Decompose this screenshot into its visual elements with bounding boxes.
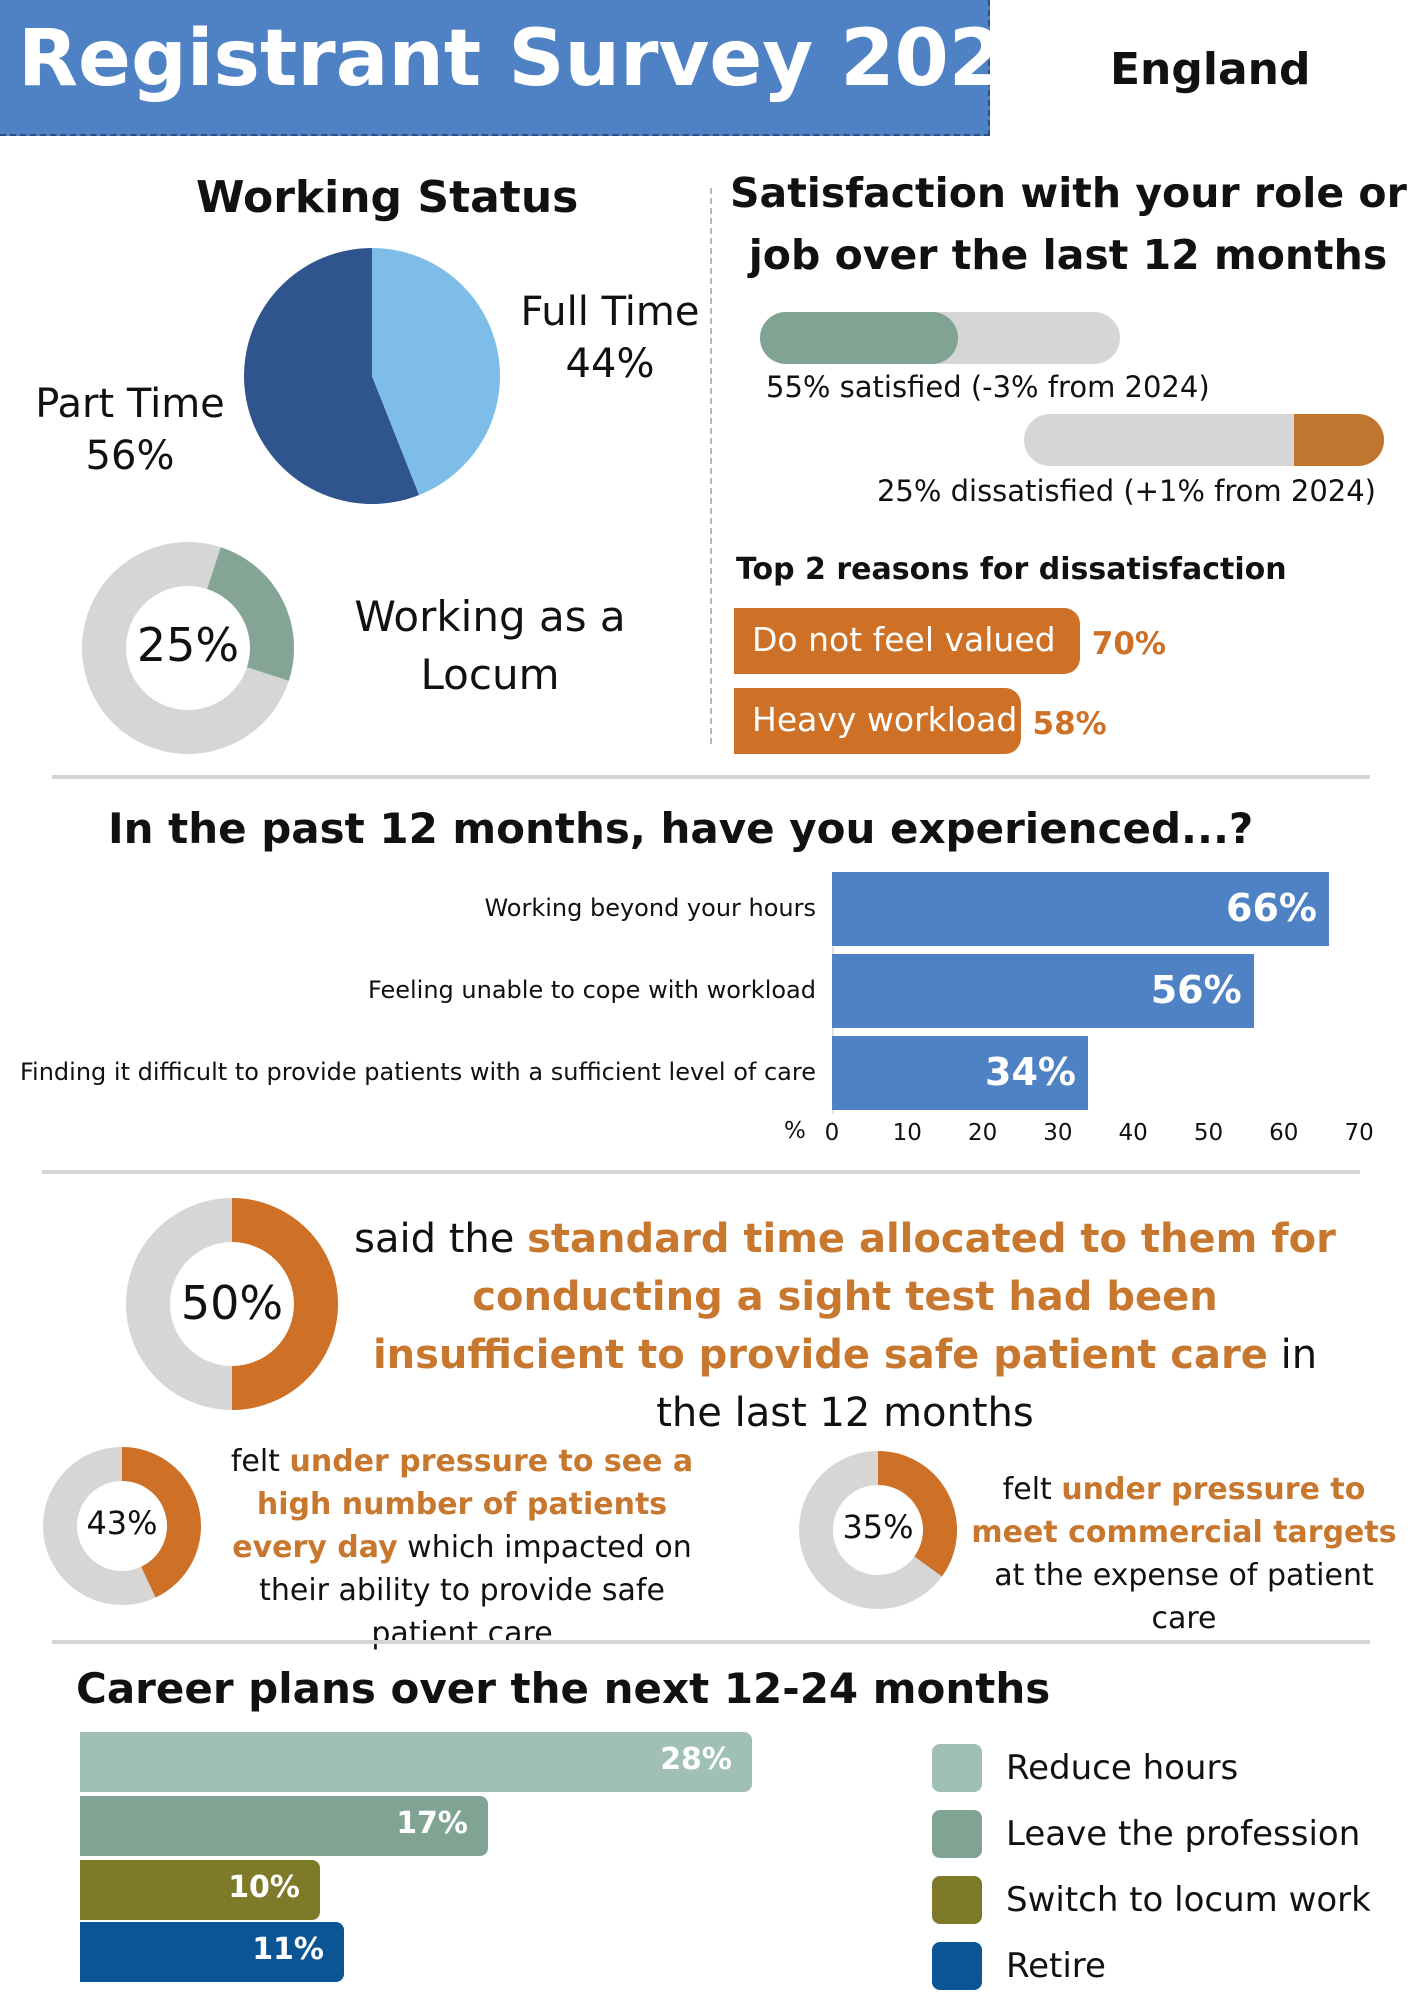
reason-pct-heavy-workload: 58% <box>1032 706 1107 742</box>
section-divider <box>710 188 712 744</box>
chart-tick-1: 10 <box>892 1120 922 1146</box>
targets-pressure-statement: felt under pressure to meet commercial t… <box>964 1468 1404 1640</box>
part-time-pct: 56% <box>85 433 175 479</box>
chart-tick-0: 0 <box>824 1120 840 1146</box>
career-bar-switch-locum: 10% <box>80 1860 320 1920</box>
satisfied-text: 55% satisfied (-3% from 2024) <box>766 370 1210 404</box>
locum-pct: 25% <box>136 618 240 672</box>
patients-pressure-text-2: which impacted on their ability to provi… <box>259 1530 692 1651</box>
sight-test-highlight: standard time allocated to them for cond… <box>372 1216 1336 1378</box>
patients-pressure-donut <box>43 1447 201 1605</box>
chart-bar-label-1: 56% <box>1150 968 1242 1012</box>
patients-pressure-highlight: under pressure to see a high number of p… <box>232 1444 694 1565</box>
reason-pct-not-valued: 70% <box>1091 626 1166 662</box>
legend-swatch-switch-locum <box>932 1876 982 1924</box>
career-bar-label-leave-profession: 17% <box>396 1806 468 1841</box>
career-bar-label-switch-locum: 10% <box>228 1870 300 1905</box>
career-title: Career plans over the next 12-24 months <box>76 1664 1051 1713</box>
sight-test-donut-arc <box>231 1198 338 1410</box>
chart-bar-label-0: 66% <box>1226 886 1317 930</box>
targets-pressure-donut <box>799 1451 957 1609</box>
sight-test-text-2: in the last 12 months <box>656 1332 1318 1436</box>
part-time-label: Part Time 56% <box>20 378 240 482</box>
career-bar-leave-profession: 17% <box>80 1796 488 1856</box>
page-title: Registrant Survey 2025 <box>18 14 1058 104</box>
chart-tick-7: 70 <box>1344 1120 1374 1146</box>
part-time-text: Part Time <box>35 381 225 427</box>
legend-swatch-reduce-hours <box>932 1744 982 1792</box>
targets-pressure-text-2: at the expense of patient care <box>994 1558 1374 1636</box>
pie-slice-full-time <box>372 248 500 496</box>
chart-tick-6: 60 <box>1269 1120 1299 1146</box>
career-bar-reduce-hours: 28% <box>80 1732 752 1792</box>
legend-swatch-retire <box>932 1942 982 1990</box>
pie-slice-part-time <box>244 248 420 504</box>
working-status-title: Working Status <box>196 172 579 223</box>
experience-title: In the past 12 months, have you experien… <box>108 804 1254 853</box>
working-status-pie <box>244 248 500 504</box>
divider-2 <box>42 1170 1360 1174</box>
chart-tick-3: 30 <box>1043 1120 1073 1146</box>
dissatisfied-bar-fill <box>1294 414 1384 466</box>
satisfaction-title: Satisfaction with your role or job over … <box>730 162 1407 286</box>
reason-bar-not-valued: Do not feel valued <box>734 608 1080 674</box>
locum-label: Working as a Locum <box>340 588 640 704</box>
dissatisfied-text: 25% dissatisfied (+1% from 2024) <box>876 474 1376 508</box>
satisfied-bar-fill <box>760 312 958 364</box>
legend-label-switch-locum: Switch to locum work <box>1006 1880 1371 1920</box>
chart-category-2: Finding it difficult to provide patients… <box>19 1058 816 1086</box>
sight-test-text-1: said the <box>354 1216 528 1262</box>
chart-tick-2: 20 <box>967 1120 998 1146</box>
title-banner <box>0 0 990 136</box>
divider-1 <box>52 775 1370 779</box>
career-bar-label-retire: 11% <box>252 1932 324 1967</box>
locum-label-line2: Locum <box>420 650 560 699</box>
chart-x-unit: % <box>784 1118 806 1144</box>
targets-pressure-donut-arc <box>877 1451 957 1577</box>
sight-test-pct: 50% <box>180 1276 284 1330</box>
legend-label-reduce-hours: Reduce hours <box>1006 1748 1239 1788</box>
reason-label-heavy-workload: Heavy workload <box>752 700 1018 739</box>
legend-label-retire: Retire <box>1006 1946 1106 1986</box>
chart-category-0: Working beyond your hours <box>484 894 816 922</box>
satisfaction-title-line1: Satisfaction with your role or <box>730 169 1407 217</box>
targets-pressure-highlight: under pressure to meet commercial target… <box>971 1472 1397 1550</box>
reason-label-not-valued: Do not feel valued <box>752 620 1056 659</box>
patients-pressure-text-1: felt <box>230 1444 290 1479</box>
legend-label-leave-profession: Leave the profession <box>1006 1814 1361 1854</box>
locum-donut <box>82 542 294 754</box>
targets-pressure-pct: 35% <box>842 1508 914 1546</box>
full-time-pct: 44% <box>565 341 655 387</box>
chart-tick-4: 40 <box>1118 1120 1148 1146</box>
region-label: England <box>1110 44 1311 95</box>
divider-3 <box>52 1640 1370 1644</box>
full-time-label: Full Time 44% <box>510 286 710 390</box>
chart-bar-1: 56% <box>832 954 1254 1028</box>
sight-test-statement: said the standard time allocated to them… <box>350 1210 1340 1442</box>
patients-pressure-pct: 43% <box>86 1504 158 1542</box>
patients-pressure-statement: felt under pressure to see a high number… <box>208 1440 716 1655</box>
targets-pressure-text-1: felt <box>1002 1472 1062 1507</box>
reasons-title: Top 2 reasons for dissatisfaction <box>736 552 1287 587</box>
locum-label-line1: Working as a <box>354 592 626 641</box>
satisfaction-title-line2: job over the last 12 months <box>748 231 1388 279</box>
chart-bar-label-2: 34% <box>985 1050 1077 1094</box>
reason-bar-heavy-workload: Heavy workload <box>734 688 1021 754</box>
sight-test-donut <box>126 1198 338 1410</box>
patients-pressure-donut-arc <box>121 1447 201 1598</box>
chart-category-1: Feeling unable to cope with workload <box>367 976 816 1004</box>
chart-bar-2: 34% <box>832 1036 1089 1110</box>
full-time-text: Full Time <box>520 289 700 335</box>
career-bar-label-reduce-hours: 28% <box>660 1742 732 1777</box>
legend-swatch-leave-profession <box>932 1810 982 1858</box>
chart-bar-0: 66% <box>832 872 1329 946</box>
chart-tick-5: 50 <box>1193 1120 1224 1146</box>
locum-donut-arc <box>206 547 294 681</box>
career-bar-retire: 11% <box>80 1922 344 1982</box>
